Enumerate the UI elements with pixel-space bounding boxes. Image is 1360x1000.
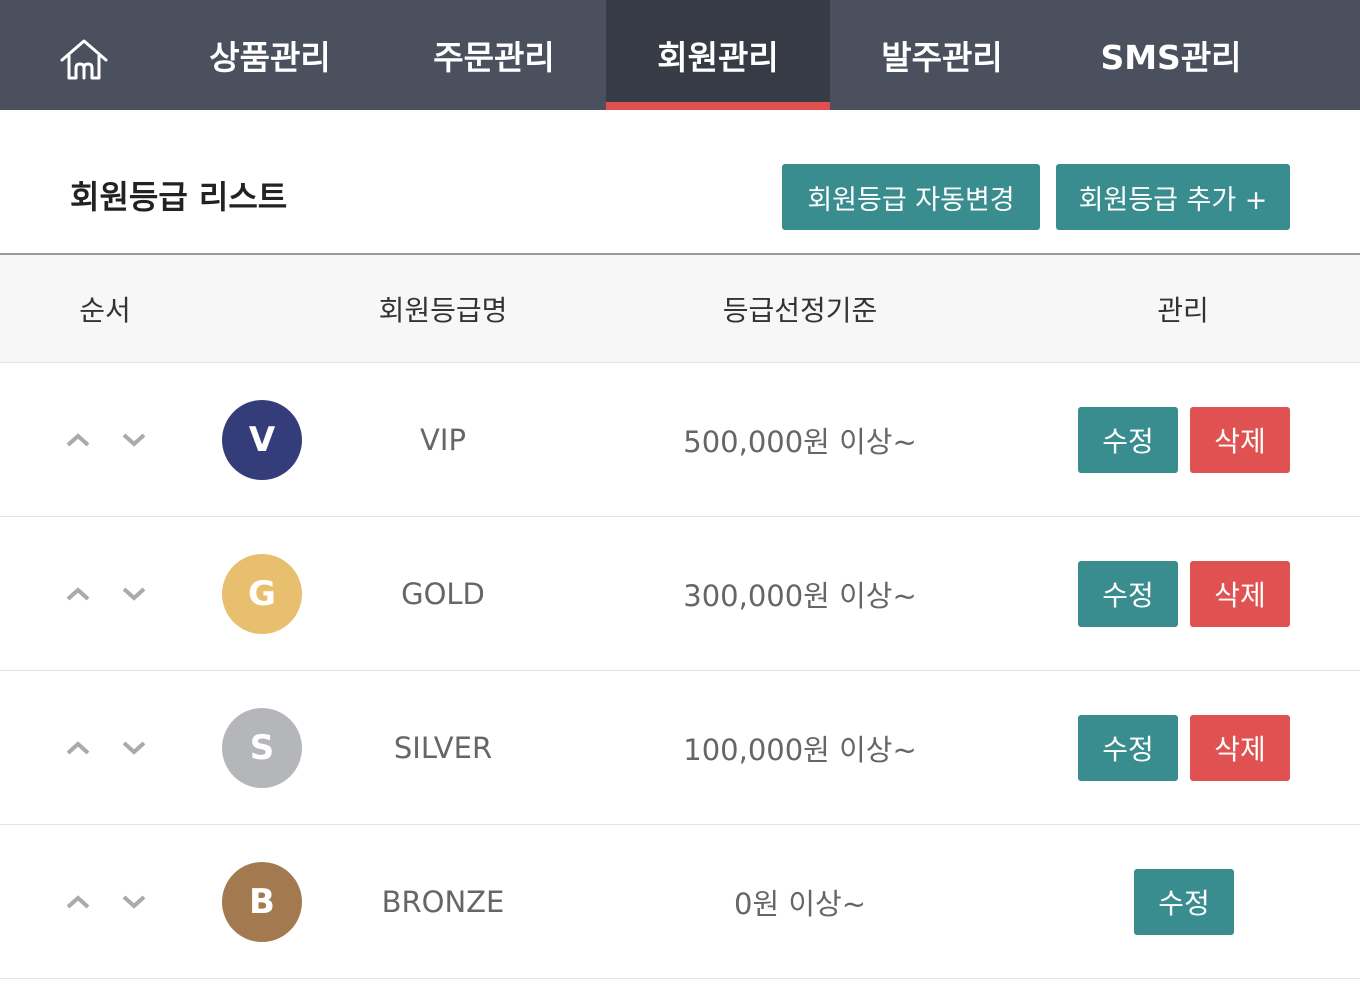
header-manage: 관리 [1157, 294, 1209, 327]
move-down-icon[interactable] [119, 425, 149, 455]
delete-button[interactable]: 삭제 [1190, 407, 1290, 473]
home-icon [60, 39, 108, 80]
add-grade-button[interactable]: 회원등급 추가 + [1056, 164, 1290, 230]
auto-change-grade-button[interactable]: 회원등급 자동변경 [782, 164, 1040, 230]
tab-product[interactable]: 상품관리 [209, 38, 331, 77]
delete-button[interactable]: 삭제 [1190, 715, 1290, 781]
home-button[interactable] [40, 20, 128, 100]
top-nav: 상품관리 주문관리 회원관리 발주관리 SMS관리 [0, 0, 1360, 110]
tab-sms[interactable]: SMS관리 [1100, 38, 1242, 77]
table-row: G GOLD 300,000원 이상~ 수정 삭제 [0, 517, 1360, 671]
move-down-icon[interactable] [119, 733, 149, 763]
table-header: 순서 회원등급명 등급선정기준 관리 [0, 253, 1360, 363]
grade-criteria: 500,000원 이상~ [683, 425, 917, 459]
grade-avatar: B [222, 862, 302, 942]
edit-button[interactable]: 수정 [1078, 407, 1178, 473]
table-row: V VIP 500,000원 이상~ 수정 삭제 [0, 363, 1360, 517]
edit-button[interactable]: 수정 [1134, 869, 1234, 935]
grade-name: VIP [420, 423, 466, 457]
table-row: S SILVER 100,000원 이상~ 수정 삭제 [0, 671, 1360, 825]
move-up-icon[interactable] [63, 733, 93, 763]
grade-avatar: V [222, 400, 302, 480]
header-grade-name: 회원등급명 [378, 294, 508, 327]
grade-criteria: 100,000원 이상~ [683, 733, 917, 767]
move-up-icon[interactable] [63, 579, 93, 609]
tab-order[interactable]: 주문관리 [433, 38, 555, 77]
grade-avatar: S [222, 708, 302, 788]
grade-name: BRONZE [381, 885, 505, 919]
grade-avatar: G [222, 554, 302, 634]
move-up-icon[interactable] [63, 887, 93, 917]
header-order: 순서 [79, 294, 131, 327]
page-title: 회원등급 리스트 [70, 178, 288, 216]
grade-criteria: 0원 이상~ [733, 887, 867, 921]
edit-button[interactable]: 수정 [1078, 561, 1178, 627]
move-up-icon[interactable] [63, 425, 93, 455]
tab-member[interactable]: 회원관리 [606, 0, 830, 110]
move-down-icon[interactable] [119, 579, 149, 609]
edit-button[interactable]: 수정 [1078, 715, 1178, 781]
grade-name: GOLD [401, 577, 485, 611]
move-down-icon[interactable] [119, 887, 149, 917]
grade-criteria: 300,000원 이상~ [683, 579, 917, 613]
delete-button[interactable]: 삭제 [1190, 561, 1290, 627]
tab-purchase[interactable]: 발주관리 [881, 38, 1003, 77]
table-row: B BRONZE 0원 이상~ 수정 [0, 825, 1360, 979]
header-criteria: 등급선정기준 [722, 294, 878, 327]
grade-name: SILVER [393, 731, 493, 765]
